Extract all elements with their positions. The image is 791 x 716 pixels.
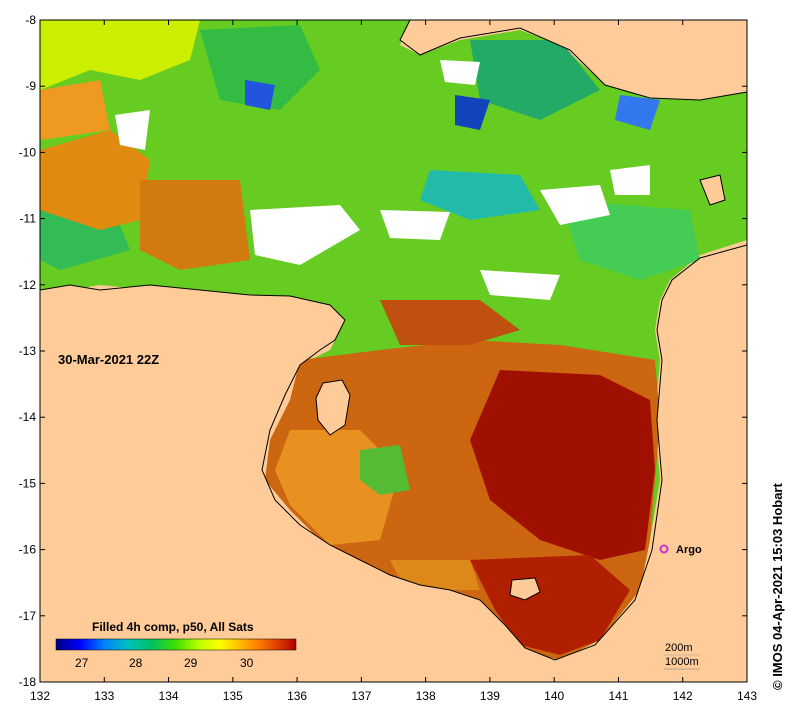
legend-tick-29: 29 [184, 656, 198, 670]
credit-text: © IMOS 04-Apr-2021 15:03 Hobart [770, 483, 785, 690]
y-tick-label: -9 [25, 79, 36, 93]
sea-patch-green3 [560, 200, 700, 280]
y-tick-label: -13 [19, 344, 37, 358]
x-axis: 132 133 134 135 136 137 138 139 140 141 142 143 [30, 20, 757, 703]
y-tick-label: -10 [19, 145, 37, 159]
sea-patch-cyan [420, 170, 540, 220]
land-cape-york [400, 20, 747, 100]
timestamp-label: 30-Mar-2021 22Z [58, 352, 159, 367]
sea-patch-blue [245, 80, 275, 110]
y-tick-label: -12 [19, 278, 37, 292]
argo-marker: Argo [659, 544, 702, 556]
legend-title: Filled 4h comp, p50, All Sats [92, 620, 254, 634]
coastline-island-east [699, 174, 726, 206]
cloud-gap-5 [440, 60, 480, 85]
coastline-wellesley [509, 577, 541, 601]
y-axis: -8 -9 -10 -11 -12 -13 -14 -15 -16 -17 -18 [19, 13, 747, 689]
gulf-hot-core [470, 370, 655, 560]
depth-contour-legend: 200m 1000m [664, 642, 700, 670]
cloud-gap-6 [540, 185, 610, 225]
y-tick-label: -17 [19, 609, 37, 623]
argo-label: Argo [676, 544, 702, 556]
cloud-gap-7 [610, 165, 650, 195]
sea-patch-green2 [470, 40, 600, 120]
x-tick-label: 142 [673, 689, 693, 703]
x-tick-label: 136 [287, 689, 307, 703]
x-tick-label: 133 [94, 689, 114, 703]
x-tick-label: 138 [416, 689, 436, 703]
x-tick-label: 132 [30, 689, 50, 703]
legend-tick-27: 27 [75, 656, 89, 670]
legend-tick-30: 30 [240, 656, 254, 670]
y-tick-label: -11 [20, 212, 37, 226]
y-tick-label: -18 [19, 675, 37, 689]
sea-patch-orange-west2 [140, 180, 250, 270]
land-groote [316, 380, 350, 435]
y-tick-label: -15 [19, 476, 37, 490]
x-tick-label: 141 [608, 689, 628, 703]
depth-label-200m: 200m [665, 642, 693, 654]
land-wellesley [510, 578, 540, 600]
x-tick-label: 140 [544, 689, 564, 703]
y-tick-label: -14 [19, 410, 37, 424]
legend-tick-28: 28 [129, 656, 143, 670]
sea-patch-green [200, 25, 320, 110]
coastline-groote [315, 379, 351, 436]
cloud-gap-2 [380, 210, 450, 240]
land-island-east [700, 175, 725, 205]
sea-patch-orange-nw [40, 80, 110, 140]
y-tick-label: -8 [25, 13, 36, 27]
coastline [40, 244, 747, 661]
depth-label-1000m: 1000m [665, 656, 699, 668]
cloud-gap-1 [250, 205, 360, 265]
gulf-mid-brown [380, 300, 520, 345]
sea-patch-orange-west [40, 130, 150, 230]
sea-patch-blue2 [455, 95, 490, 130]
x-tick-label: 135 [223, 689, 243, 703]
x-tick-label: 137 [351, 689, 371, 703]
y-tick-label: -16 [19, 543, 37, 557]
land-arnhem [40, 245, 747, 682]
x-tick-label: 139 [480, 689, 500, 703]
cloud-gap-4 [115, 110, 150, 150]
legend-colorbar [55, 638, 297, 651]
cloud-gap-3 [480, 270, 560, 300]
coastline-north [399, 20, 747, 101]
color-legend: Filled 4h comp, p50, All Sats 27 28 29 3… [55, 620, 297, 670]
sea-patch-blue3 [615, 95, 660, 130]
argo-float-icon [659, 544, 669, 554]
sea-patch-yellow [40, 20, 200, 90]
x-tick-label: 134 [159, 689, 179, 703]
gulf-green-patch [360, 445, 410, 495]
sst-field [40, 20, 747, 682]
x-tick-label: 143 [737, 689, 757, 703]
